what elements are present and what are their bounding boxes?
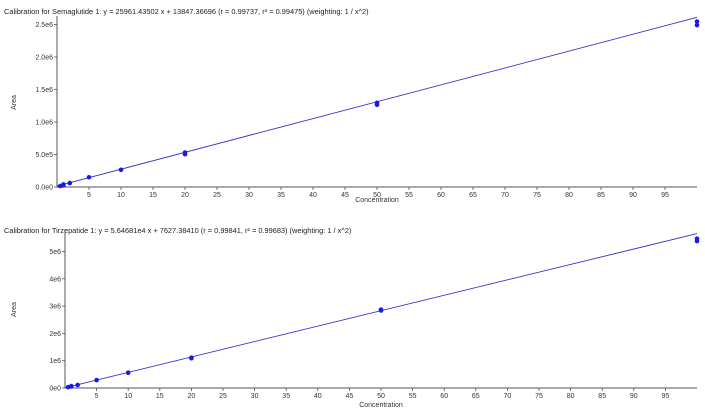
- x-tick-label: 65: [469, 192, 477, 199]
- x-tick-label: 80: [565, 192, 573, 199]
- x-tick-label: 35: [282, 393, 290, 400]
- y-tick-label: 1e6: [49, 358, 61, 365]
- semaglutide-calibration-chart: 5 10 15 20 25 30 35 40 45 50 55 60 65 70 75 80 85 90 95 0.0…: [11, 16, 700, 204]
- x-tick-label: 45: [341, 192, 349, 199]
- calibration-point: [61, 182, 66, 187]
- x-tick-label: 95: [661, 192, 669, 199]
- calibration-point: [694, 22, 700, 28]
- y-tick-label: 0e0: [49, 386, 61, 393]
- x-tick-label: 85: [597, 192, 605, 199]
- x-tick-label: 5: [95, 393, 99, 400]
- x-tick-label: 40: [309, 192, 317, 199]
- x-tick-label: 10: [124, 393, 132, 400]
- x-tick-label: 75: [533, 192, 541, 199]
- calibration-point: [75, 382, 80, 388]
- x-tick-label: 50: [377, 393, 385, 400]
- y-tick-label: 1.0e6: [35, 120, 53, 127]
- y-tick-label: 0.0e0: [35, 185, 53, 192]
- x-tick-label: 5: [87, 192, 91, 199]
- calibration-point: [118, 167, 124, 173]
- x-tick-label: 20: [188, 393, 196, 400]
- x-tick-label: 45: [346, 393, 354, 400]
- calibration-point: [125, 370, 131, 376]
- x-tick-label: 25: [219, 393, 227, 400]
- x-tick-label: 15: [156, 393, 164, 400]
- x-tick-label: 90: [630, 393, 638, 400]
- x-tick-label: 40: [314, 393, 322, 400]
- calibration-point: [182, 150, 188, 155]
- calibration-point: [378, 307, 384, 312]
- x-axis-title: Concentration: [355, 197, 399, 204]
- y-tick-label: 3e6: [49, 304, 61, 311]
- x-tick-label: 55: [405, 192, 413, 199]
- y-axis-title: Area: [11, 302, 18, 317]
- tirzepatide-calibration-chart: 5 10 15 20 25 30 35 40 45 50 55 60 65 70 75 80 85 90 95 0e0…: [11, 229, 700, 409]
- x-tick-label: 30: [251, 393, 259, 400]
- y-tick-label: 1.5e6: [35, 87, 53, 94]
- x-tick-label: 55: [409, 393, 417, 400]
- calibration-point: [694, 19, 700, 24]
- chart-title: Calibration for Semaglutide 1: y = 25961…: [4, 7, 369, 16]
- x-tick-label: 20: [181, 192, 189, 199]
- x-tick-label: 90: [629, 192, 637, 199]
- x-tick-label: 70: [501, 192, 509, 199]
- x-tick-label: 25: [213, 192, 221, 199]
- y-tick-label: 5e6: [49, 249, 61, 256]
- x-tick-label: 30: [245, 192, 253, 199]
- x-tick-label: 65: [472, 393, 480, 400]
- x-tick-label: 60: [437, 192, 445, 199]
- chart-title: Calibration for Tirzepatide 1: y = 5.646…: [4, 226, 352, 235]
- x-tick-label: 10: [117, 192, 125, 199]
- y-axis-title: Area: [11, 95, 18, 110]
- x-tick-label: 95: [662, 393, 670, 400]
- x-tick-label: 70: [504, 393, 512, 400]
- y-tick-label: 2e6: [49, 331, 61, 338]
- x-tick-label: 80: [567, 393, 575, 400]
- tirzepatide-calibration-panel: Calibration for Tirzepatide 1: y = 5.646…: [0, 205, 705, 411]
- semaglutide-calibration-panel: Calibration for Semaglutide 1: y = 25961…: [0, 0, 705, 205]
- x-tick-label: 85: [598, 393, 606, 400]
- calibration-point: [86, 174, 92, 180]
- x-tick-label: 50: [373, 192, 381, 199]
- calibration-point: [69, 383, 74, 389]
- x-tick-label: 75: [535, 393, 543, 400]
- x-tick-label: 15: [149, 192, 157, 199]
- calibration-point: [189, 355, 194, 360]
- calibration-point: [694, 236, 700, 241]
- y-tick-label: 4e6: [49, 276, 61, 283]
- x-tick-label: 60: [440, 393, 448, 400]
- x-tick-label: 35: [277, 192, 285, 199]
- calibration-point: [374, 100, 380, 106]
- calibration-point: [67, 180, 73, 186]
- y-tick-label: 2.5e6: [35, 22, 53, 29]
- x-axis-title: Concentration: [359, 402, 403, 409]
- calibration-point: [94, 377, 99, 383]
- y-tick-label: 2.0e6: [35, 55, 53, 62]
- y-tick-label: 5.0e5: [35, 152, 53, 159]
